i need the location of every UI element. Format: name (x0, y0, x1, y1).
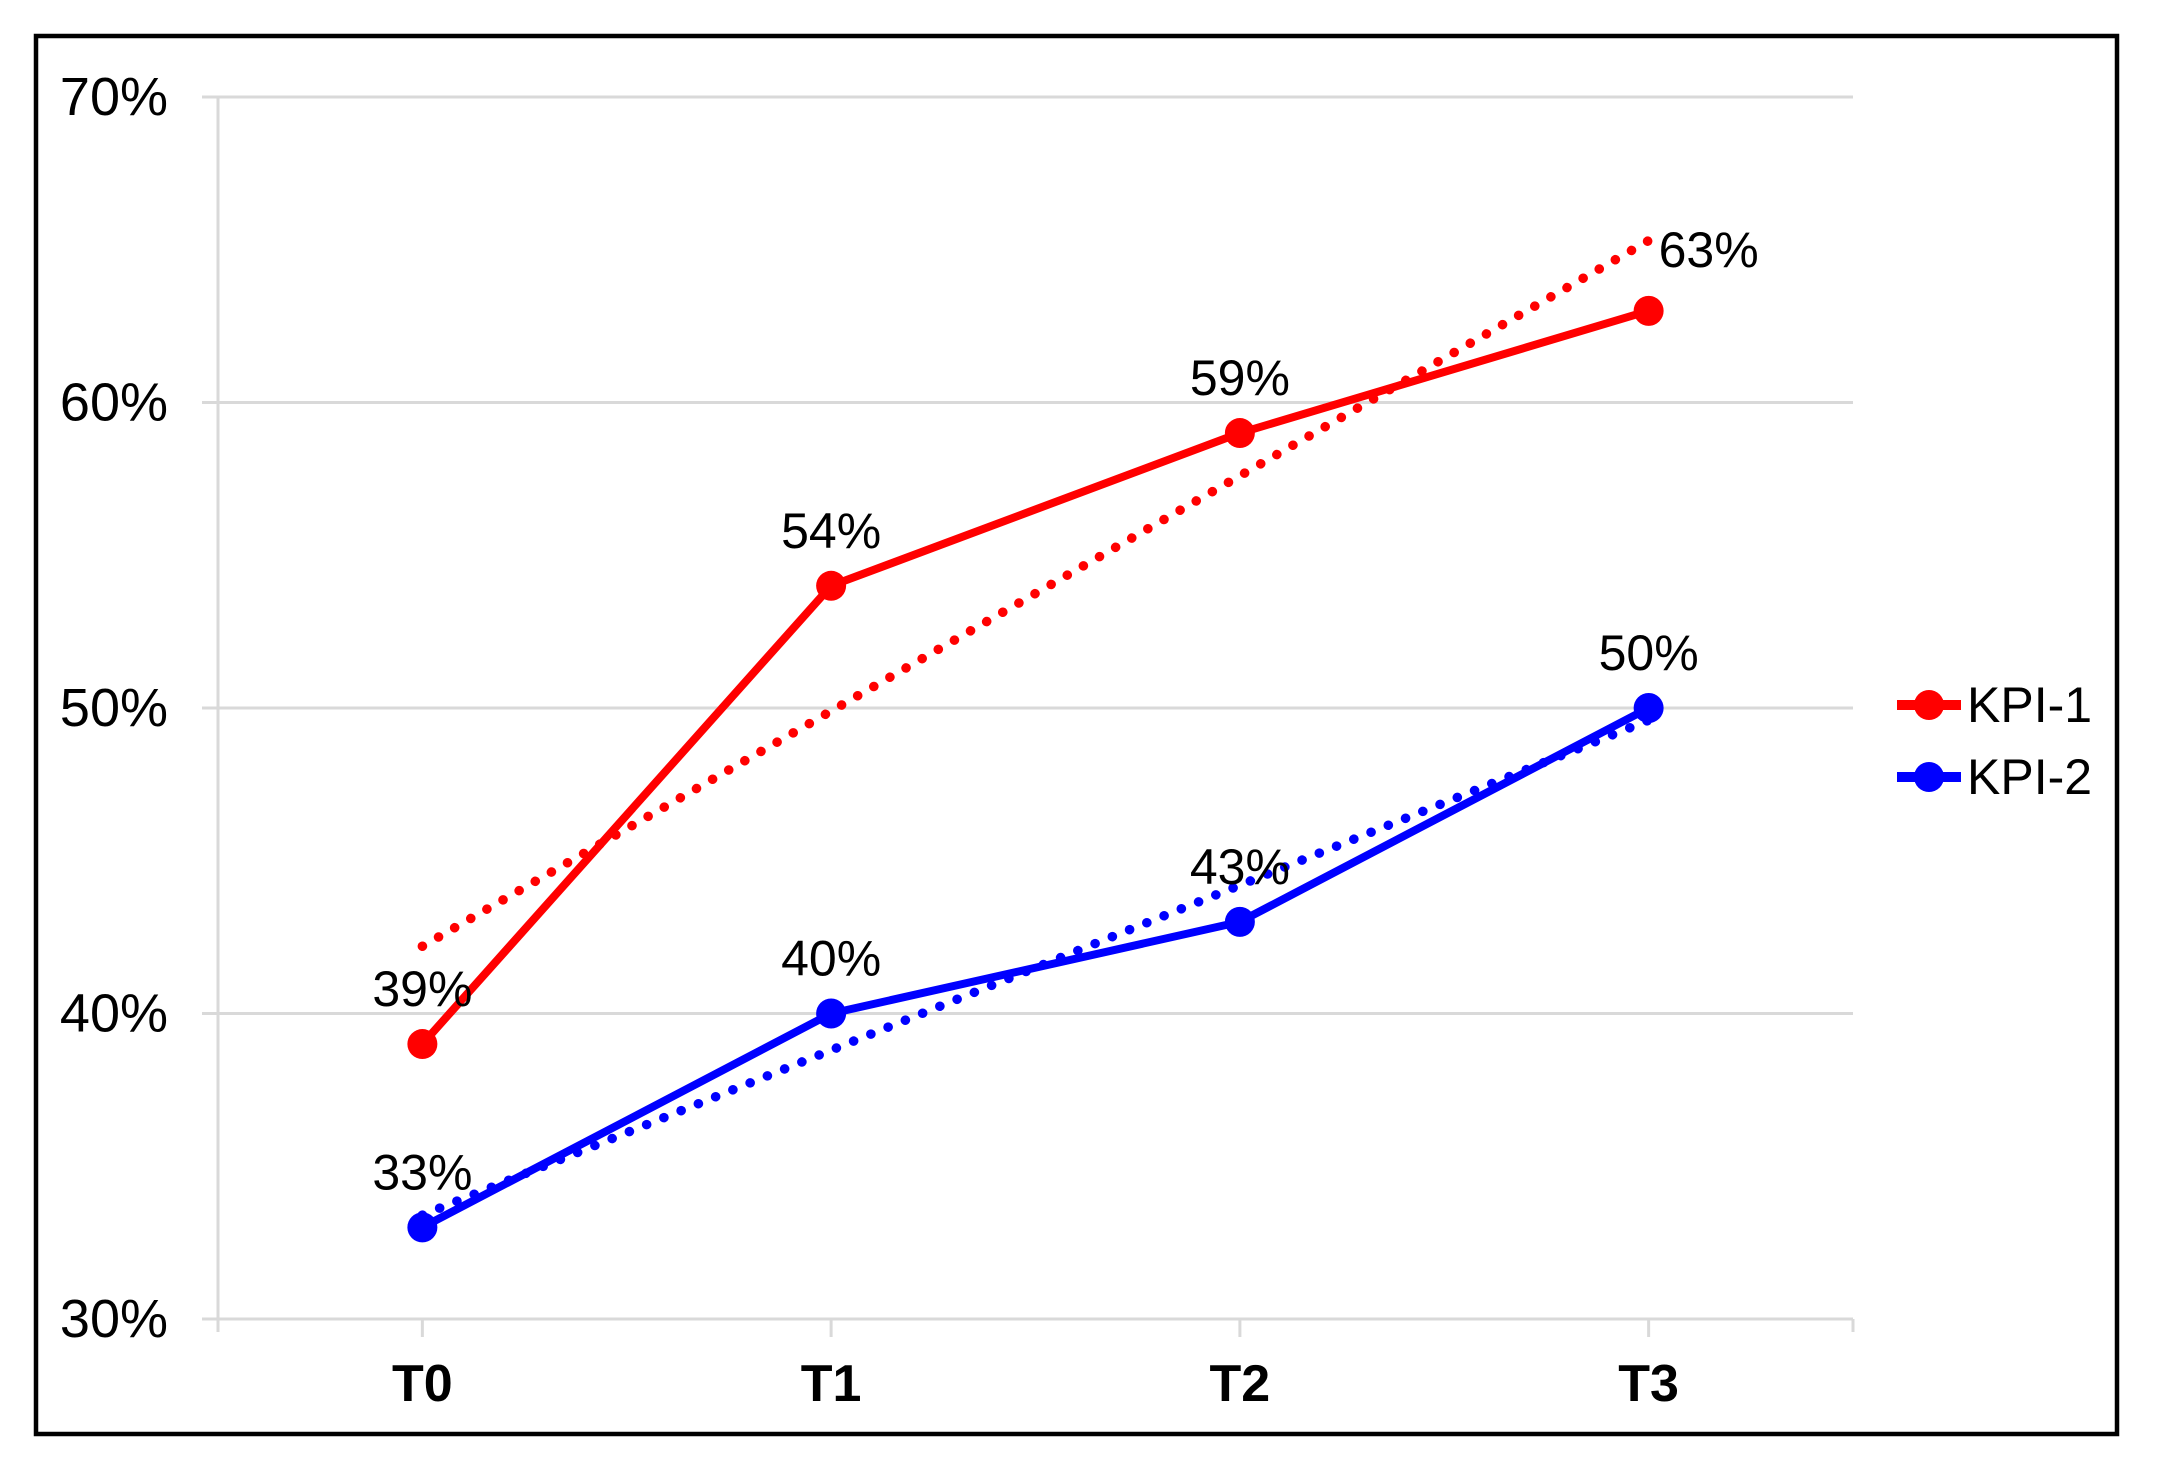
data-label-KPI-2-T3: 50% (1599, 625, 1699, 681)
y-tick-label-60: 60% (60, 373, 168, 433)
data-point-KPI-1-T1 (816, 570, 847, 601)
data-label-KPI-1-T0: 39% (372, 961, 472, 1017)
data-point-KPI-1-T2 (1224, 418, 1255, 449)
trendline-KPI-1 (417, 235, 1654, 952)
legend-label-KPI-1: KPI-1 (1967, 677, 2092, 733)
data-label-KPI-2-T2: 43% (1190, 839, 1290, 895)
series-line-KPI-1 (418, 306, 1653, 1049)
legend-label-KPI-2: KPI-2 (1967, 749, 2092, 805)
data-point-KPI-1-T0 (407, 1029, 438, 1060)
series-line-KPI-2 (418, 704, 1653, 1232)
data-point-KPI-2-T1 (816, 998, 847, 1029)
x-tick-label-T1: T1 (801, 1355, 862, 1413)
legend-marker-icon (1914, 762, 1944, 792)
legend-marker-icon (1914, 690, 1944, 720)
data-point-KPI-1-T3 (1633, 295, 1664, 326)
x-tick-label-T2: T2 (1210, 1355, 1271, 1413)
x-tick-label-T0: T0 (392, 1355, 453, 1413)
data-label-KPI-1-T2: 59% (1190, 350, 1290, 406)
data-label-KPI-2-T1: 40% (781, 931, 881, 987)
y-tick-label-70: 70% (60, 67, 168, 127)
data-point-KPI-2-T3 (1633, 693, 1664, 723)
data-label-KPI-1-T3: 63% (1659, 222, 1759, 278)
y-tick-label-30: 30% (60, 1289, 168, 1349)
data-label-KPI-2-T0: 33% (372, 1144, 472, 1200)
chart-border (33, 33, 2120, 1437)
data-point-KPI-2-T0 (407, 1212, 438, 1243)
y-tick-label-40: 40% (60, 984, 168, 1044)
y-tick-label-50: 50% (60, 678, 168, 738)
x-tick-label-T3: T3 (1618, 1355, 1679, 1413)
trendline-KPI-2 (417, 715, 1654, 1220)
data-point-KPI-2-T2 (1224, 906, 1255, 937)
data-label-KPI-1-T1: 54% (781, 503, 881, 559)
